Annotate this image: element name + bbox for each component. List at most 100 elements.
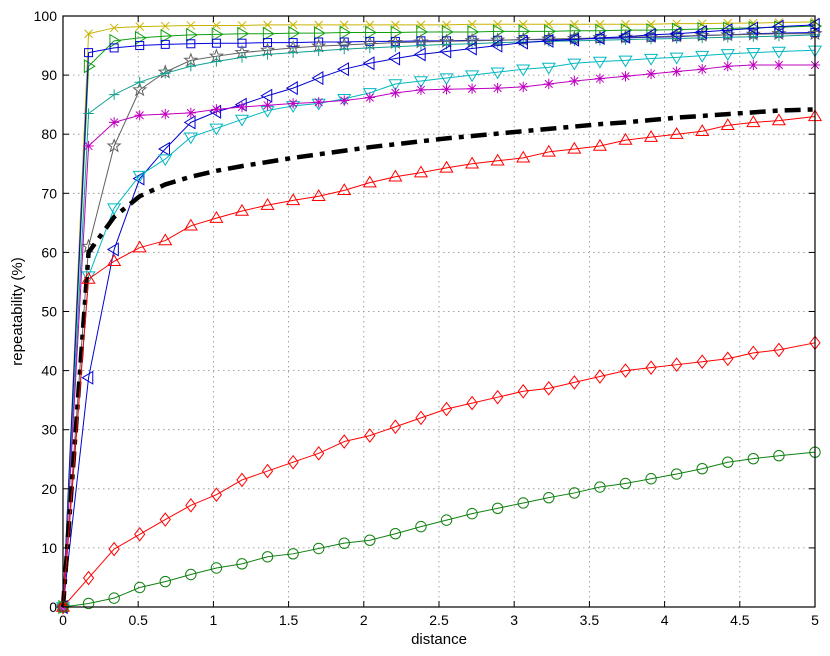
data-point — [211, 38, 221, 48]
x-tick-label: 0 — [59, 612, 67, 628]
data-point — [748, 59, 759, 71]
data-point — [135, 41, 145, 51]
data-point — [669, 26, 682, 41]
series-line — [60, 107, 816, 608]
data-point — [234, 203, 250, 216]
x-tick-label: 4 — [661, 612, 669, 628]
y-tick-label: 30 — [41, 422, 57, 438]
data-point — [364, 92, 376, 103]
data-point — [160, 21, 170, 31]
data-point — [338, 537, 350, 549]
y-axis-label: repeatability (%) — [9, 257, 26, 365]
data-point — [773, 59, 785, 71]
y-tick-label: 0 — [49, 599, 57, 615]
data-point — [134, 581, 146, 594]
data-point — [185, 61, 197, 72]
data-point — [108, 117, 120, 128]
data-point — [313, 45, 324, 57]
series-line — [62, 115, 816, 608]
data-point — [720, 118, 735, 131]
data-point — [439, 160, 454, 173]
data-point — [696, 354, 708, 370]
data-point — [236, 558, 248, 570]
data-point — [671, 66, 682, 77]
data-point — [109, 23, 119, 33]
data-point — [312, 542, 325, 555]
data-point — [516, 35, 528, 50]
data-point — [618, 29, 631, 44]
data-point — [311, 189, 326, 201]
x-tick-label: 5 — [811, 612, 819, 628]
x-axis-label: distance — [411, 631, 467, 648]
x-tick-label: 1.5 — [279, 612, 299, 628]
data-point — [643, 27, 656, 42]
data-point — [364, 534, 376, 546]
data-point — [594, 35, 606, 46]
data-point — [262, 49, 273, 60]
data-point — [671, 357, 683, 373]
data-point — [490, 38, 503, 53]
data-point — [132, 170, 147, 183]
data-point — [492, 389, 504, 405]
data-point — [158, 141, 170, 157]
data-point — [337, 62, 349, 77]
data-point — [132, 240, 147, 253]
data-point — [669, 52, 684, 65]
series-8 — [57, 59, 821, 613]
data-point — [311, 70, 324, 86]
data-point — [135, 22, 145, 31]
data-point — [416, 24, 429, 40]
data-point — [186, 27, 199, 42]
data-point — [518, 81, 529, 93]
data-point — [492, 37, 503, 48]
y-tick-label: 80 — [41, 126, 57, 142]
data-point — [160, 29, 173, 44]
data-point — [313, 97, 324, 108]
data-point — [160, 108, 171, 120]
data-point — [415, 410, 427, 426]
data-point — [594, 369, 606, 384]
data-point — [388, 79, 403, 92]
y-tick-label: 40 — [41, 363, 57, 379]
data-point — [541, 144, 556, 157]
data-point — [106, 138, 122, 153]
data-point — [365, 25, 377, 40]
series-line — [62, 451, 816, 608]
data-point — [236, 101, 248, 113]
data-point — [773, 30, 785, 42]
data-point — [107, 203, 122, 216]
x-tick-label: 4.5 — [730, 612, 750, 628]
data-point — [491, 502, 504, 515]
data-point — [389, 528, 402, 540]
data-point — [83, 140, 94, 152]
data-point — [416, 20, 426, 30]
data-point — [493, 19, 503, 29]
data-point — [620, 71, 631, 82]
data-point — [541, 33, 554, 48]
data-point — [722, 456, 734, 468]
data-point — [107, 254, 122, 266]
data-point — [771, 46, 786, 59]
data-point — [134, 76, 145, 88]
data-point — [236, 472, 248, 488]
data-point — [362, 56, 375, 71]
series-layer — [55, 17, 823, 615]
data-point — [158, 154, 173, 167]
data-point — [492, 82, 503, 94]
y-tick-label: 10 — [41, 540, 57, 556]
data-point — [567, 141, 582, 154]
data-point — [490, 67, 505, 80]
data-point — [288, 38, 298, 48]
data-point — [134, 526, 146, 542]
y-tick-label: 90 — [41, 67, 57, 83]
data-point — [592, 138, 608, 151]
data-point — [389, 419, 402, 435]
data-point — [541, 62, 556, 75]
data-point — [313, 26, 326, 41]
data-point — [108, 89, 120, 100]
x-tick-label: 0.5 — [128, 612, 148, 628]
data-point — [390, 41, 401, 52]
data-point — [464, 41, 477, 56]
data-point — [439, 44, 452, 59]
data-point — [594, 481, 606, 493]
